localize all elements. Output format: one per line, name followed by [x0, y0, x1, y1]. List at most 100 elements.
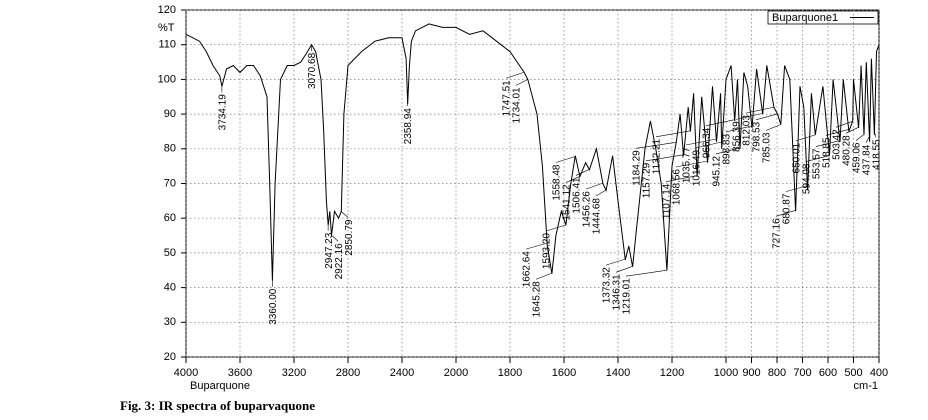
peak-label: 2850.79 [344, 219, 355, 256]
annotation-leader [545, 224, 566, 232]
annotation-leader [735, 113, 763, 120]
x-tick-label: 600 [819, 367, 837, 379]
annotation-leader [340, 211, 349, 218]
peak-label: 966.34 [702, 127, 713, 158]
x-tick-label: 400 [870, 367, 888, 379]
annotation-leader [625, 269, 667, 277]
peak-label: 3734.19 [218, 94, 229, 131]
caption: Fig. 3: IR spectra of buparvaquone [120, 398, 315, 413]
annotation-leader [535, 272, 552, 280]
annotation-leader [575, 169, 590, 176]
y-tick-label: 60 [164, 212, 176, 224]
peak-label: 1346.31 [612, 274, 623, 311]
peak-label: 2947.23 [324, 232, 335, 269]
peak-label: 1734.01 [512, 87, 523, 124]
y-axis-label: %T [158, 22, 175, 34]
peak-label: 418.55 [872, 139, 883, 170]
peak-label: 1132.21 [652, 138, 663, 174]
peak-label: 945.12 [712, 156, 723, 187]
annotation-leader [505, 71, 525, 79]
y-tick-label: 50 [164, 247, 176, 259]
x-tick-label: 1600 [552, 367, 576, 379]
y-tick-label: 80 [164, 143, 176, 155]
peak-label: 680.87 [782, 193, 793, 224]
peak-label: 856.39 [732, 121, 743, 152]
annotation-leader [331, 235, 339, 242]
x-tick-label: 700 [793, 367, 811, 379]
annotation-leader [525, 242, 548, 250]
annotation-leader [605, 258, 626, 266]
peak-label: 594.08 [802, 163, 813, 194]
y-tick-label: 120 [158, 4, 176, 16]
peak-label: 1184.29 [632, 150, 643, 186]
annotation-leader [595, 189, 607, 197]
peak-label: 437.84 [862, 144, 873, 175]
peak-label: 1016.49 [692, 150, 703, 187]
peak-label: 727.16 [772, 218, 783, 249]
annotation-leader [755, 113, 778, 121]
peak-label: 1157.29 [642, 162, 653, 198]
annotation-leader [795, 134, 816, 142]
annotation-leader [775, 210, 796, 217]
x-tick-label: 500 [844, 367, 862, 379]
y-tick-label: 70 [164, 177, 176, 189]
x-tick-label: 3600 [228, 367, 252, 379]
annotation-leader [565, 176, 581, 183]
annotation-leader [745, 106, 774, 114]
peak-label: 2358.94 [403, 108, 414, 145]
x-tick-label: 3200 [282, 367, 306, 379]
annotation-leader [685, 138, 717, 146]
annotation-leader [705, 119, 735, 126]
y-tick-label: 110 [158, 39, 176, 51]
peak-label: 518.85 [822, 137, 833, 168]
annotation-leader [655, 130, 691, 138]
annotation-leader [725, 125, 752, 133]
annotation-leader [615, 266, 633, 273]
annotation-leader [815, 140, 840, 147]
peak-label: 650.01 [792, 142, 803, 173]
x-tick-label: 1400 [606, 367, 630, 379]
peak-label: 1219.01 [622, 278, 633, 315]
annotation-leader [645, 154, 684, 162]
peak-label: 553.57 [812, 148, 823, 179]
x-tick-label: 1000 [714, 367, 738, 379]
legend-box [767, 10, 879, 25]
annotation-leader [715, 147, 741, 155]
annotation-leader [805, 155, 830, 162]
peak-label: 1373.32 [602, 267, 613, 304]
annotation-leader [675, 160, 708, 168]
annotation-leader [835, 121, 853, 128]
peak-label: 3070.68 [307, 52, 318, 89]
legend-label: Buparquone1 [772, 12, 838, 24]
peak-label: 3360.00 [268, 288, 279, 325]
x-tick-label: 1800 [498, 367, 522, 379]
annotation-leader [585, 182, 603, 190]
x-tick-label: 4000 [174, 367, 198, 379]
peak-label: 503.42 [832, 129, 843, 160]
peak-label: 1747.51 [502, 80, 513, 117]
x-tick-label: 800 [768, 367, 786, 379]
y-tick-label: 40 [164, 282, 176, 294]
peak-label: 2922.16 [334, 243, 345, 280]
annotation-leader [515, 79, 528, 86]
x-tick-label: 900 [742, 367, 760, 379]
y-tick-label: 30 [164, 316, 176, 328]
peak-label: 480.28 [842, 135, 853, 166]
peak-label: 1645.28 [532, 281, 543, 318]
annotation-leader [785, 185, 808, 192]
peak-label: 1506.41 [572, 177, 583, 214]
peak-label: 812.03 [742, 115, 753, 146]
x-tick-label: 2400 [390, 367, 414, 379]
annotation-leader [845, 127, 859, 134]
peak-label: 798.53 [752, 121, 763, 152]
y-tick-label: 90 [164, 108, 176, 120]
annotation-leader [855, 134, 865, 141]
y-tick-label: 100 [158, 73, 176, 85]
y-tick-label: 20 [164, 351, 176, 363]
peak-label: 1107.14 [662, 183, 673, 219]
annotation-leader [873, 131, 877, 138]
peak-label: 459.06 [852, 142, 863, 173]
x-tick-label: 2800 [336, 367, 360, 379]
peak-label: 1444.68 [592, 198, 603, 235]
